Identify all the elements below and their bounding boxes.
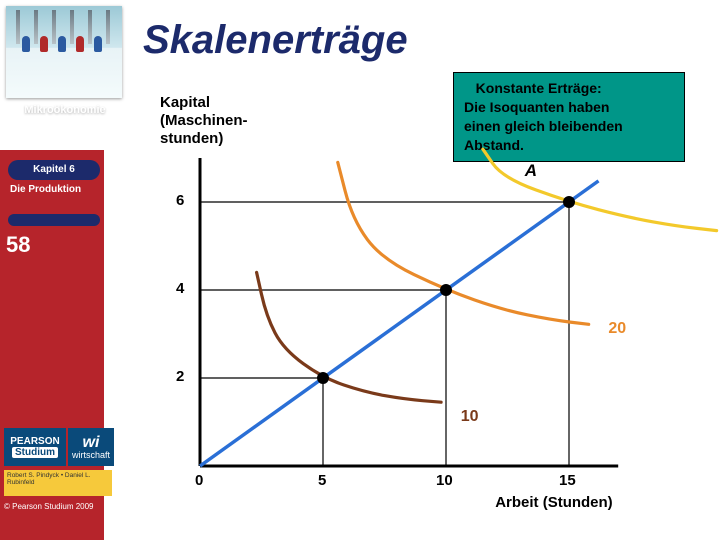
x-tick-0: 0 bbox=[195, 472, 203, 489]
isoquant-label-20: 20 bbox=[608, 320, 626, 338]
x-tick-10: 10 bbox=[436, 472, 453, 489]
x-tick-15: 15 bbox=[559, 472, 576, 489]
chart bbox=[0, 0, 720, 540]
y-tick-4: 4 bbox=[176, 280, 184, 297]
y-tick-6: 6 bbox=[176, 192, 184, 209]
y-tick-2: 2 bbox=[176, 368, 184, 385]
ray-label: A bbox=[525, 161, 537, 181]
x-tick-5: 5 bbox=[318, 472, 326, 489]
x-axis-label: Arbeit (Stunden) bbox=[495, 494, 613, 511]
isoquant-label-10: 10 bbox=[461, 408, 479, 426]
